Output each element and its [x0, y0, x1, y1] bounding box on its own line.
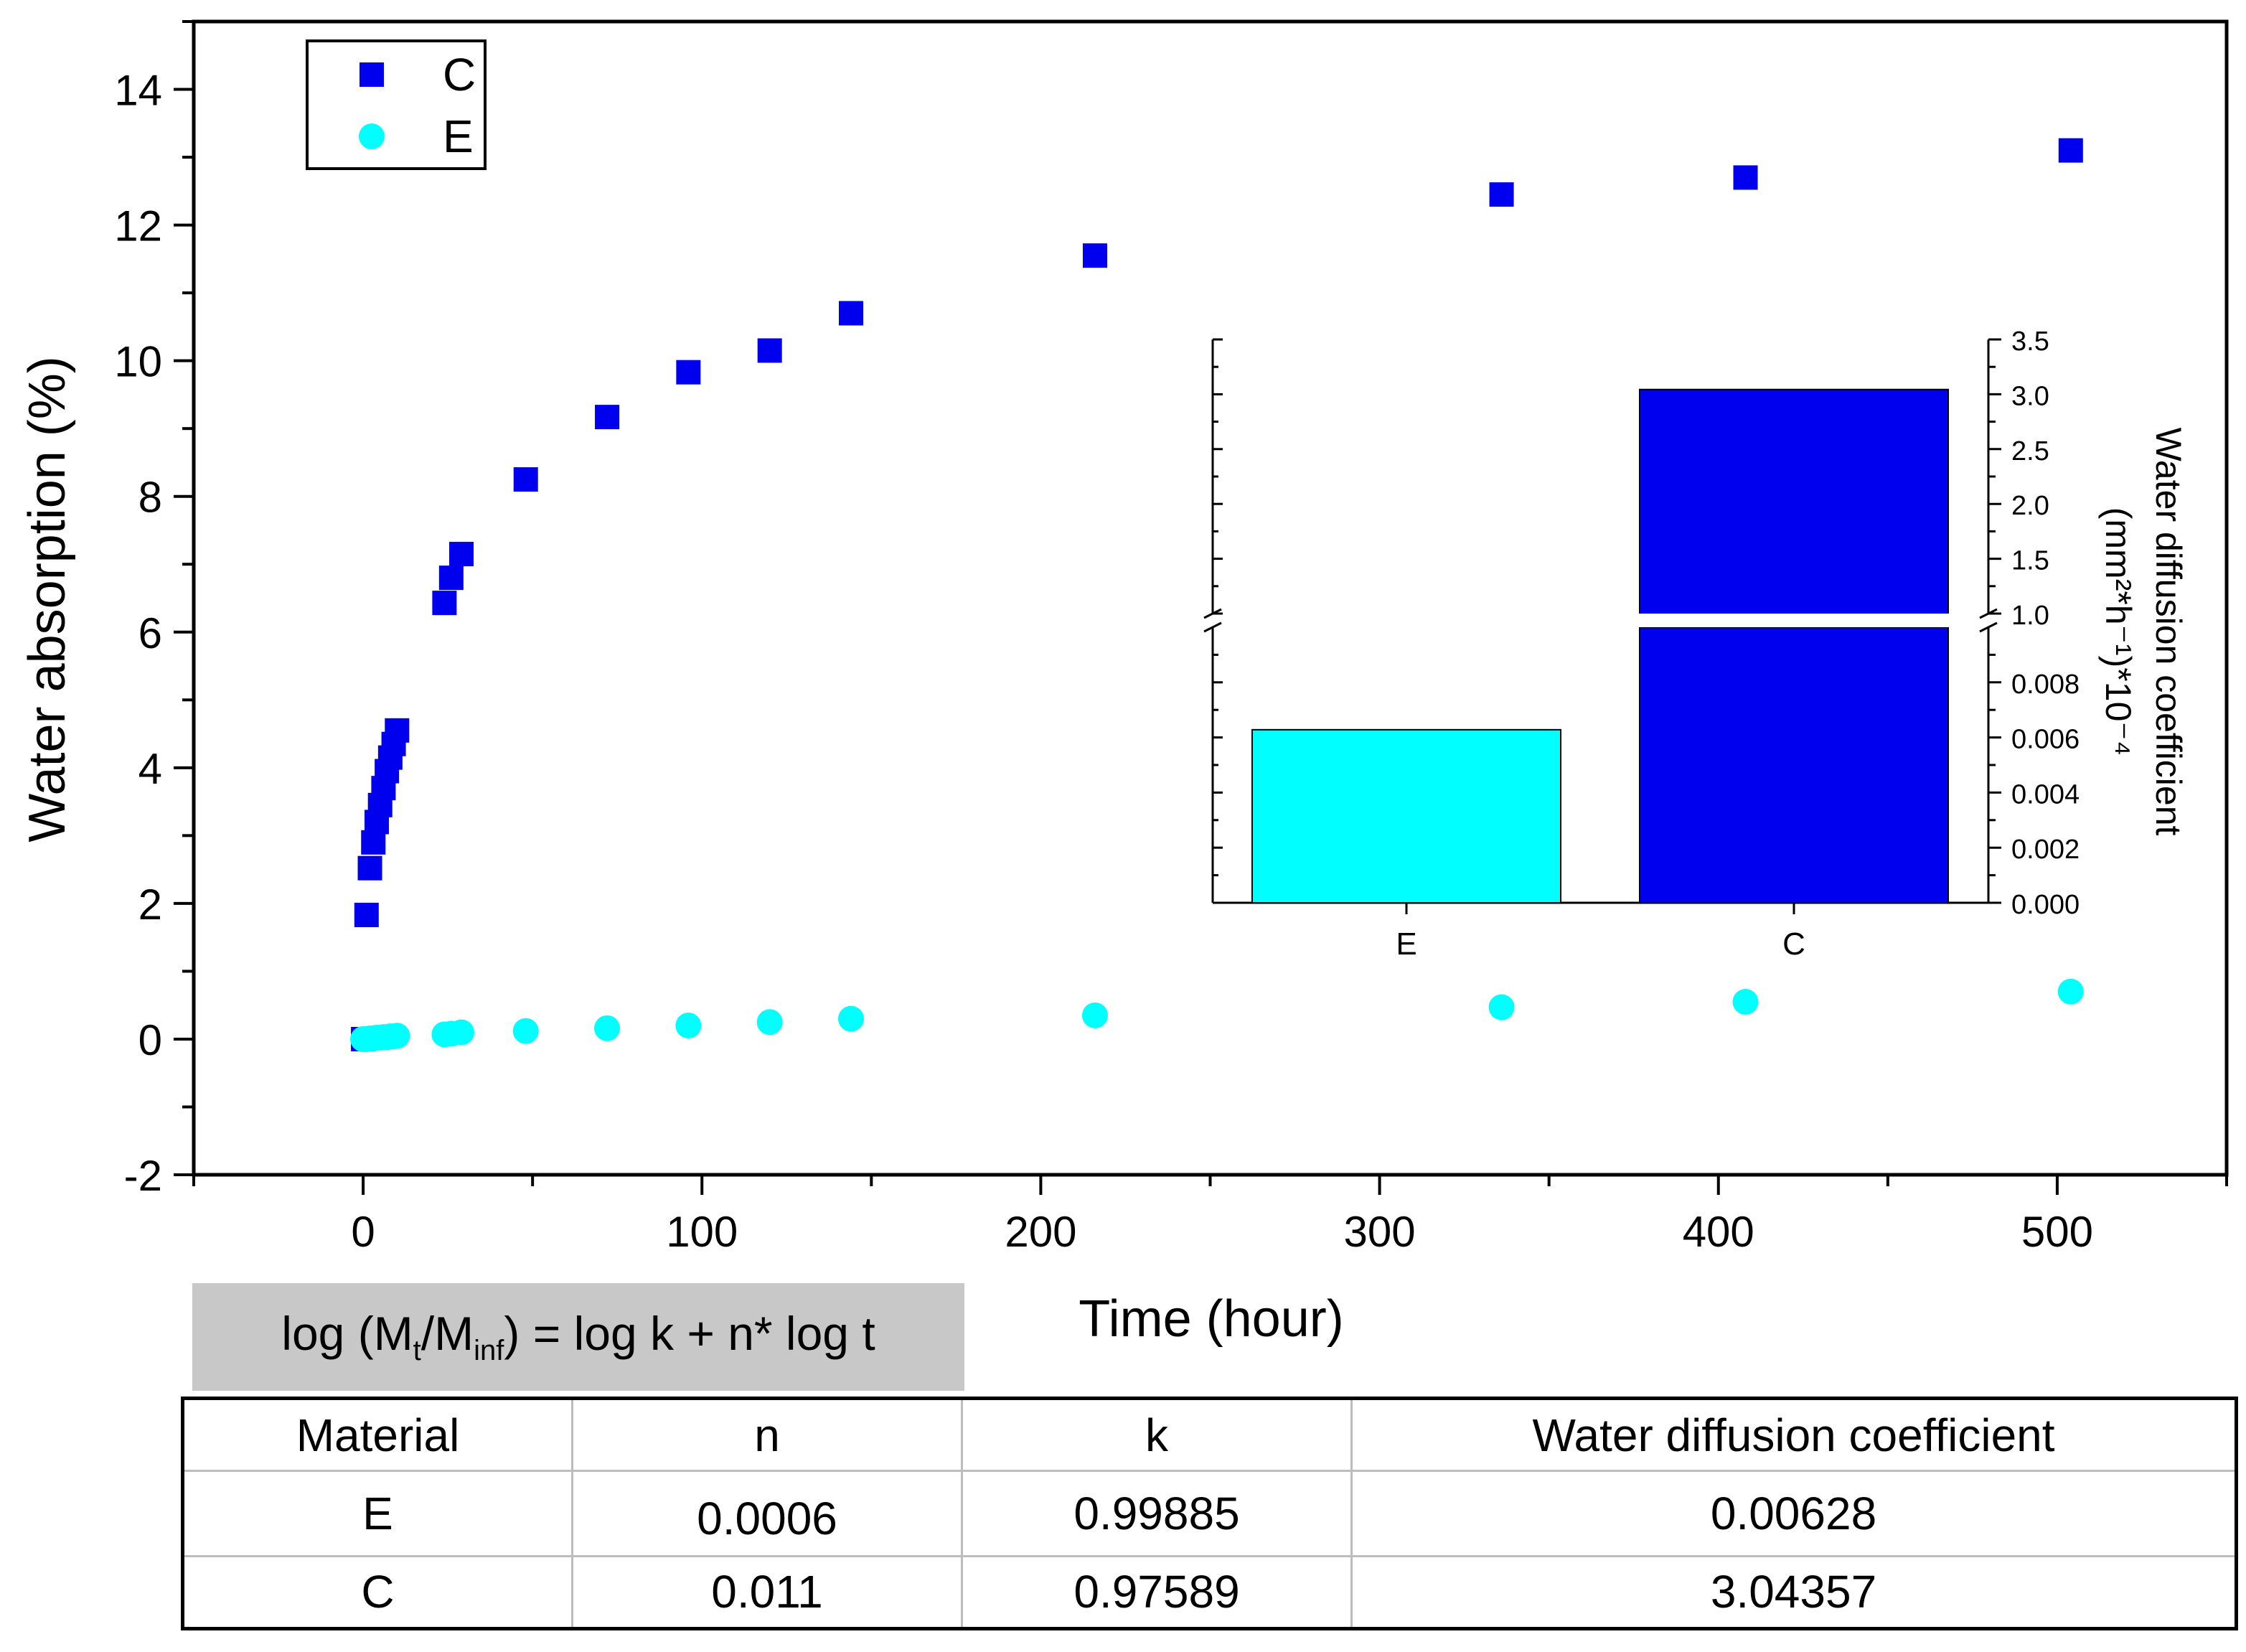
data-point-C: [361, 830, 386, 855]
x-tick-label: 100: [666, 1208, 738, 1256]
table-cell: 0.97589: [961, 1554, 1352, 1629]
y-tick-label: 12: [114, 202, 162, 250]
legend-marker: [359, 123, 385, 149]
data-point-C: [595, 405, 620, 430]
results-table: Material n k Water diffusion coefficient…: [181, 1397, 2238, 1630]
x-tick-label: 0: [351, 1208, 375, 1256]
data-point-E: [384, 1023, 410, 1049]
inset-y-tick-label: 2.5: [2011, 436, 2049, 466]
data-point-E: [448, 1019, 475, 1046]
data-point-C: [513, 467, 538, 492]
data-point-C: [2058, 138, 2083, 163]
inset-y-tick-label: 1.0: [2011, 601, 2049, 631]
table-cell: C: [182, 1554, 573, 1629]
data-point-C: [1082, 243, 1107, 268]
legend-label: E: [443, 111, 474, 162]
x-tick-label: 300: [1344, 1208, 1416, 1256]
table-cell: 3.04357: [1350, 1554, 2237, 1629]
data-point-E: [512, 1018, 539, 1044]
data-point-C: [438, 565, 464, 591]
inset-bar-E: [1251, 728, 1561, 904]
data-point-C: [1733, 165, 1758, 190]
inset-y-tick-label: 0.006: [2011, 725, 2080, 755]
data-point-C: [839, 301, 864, 326]
data-point-E: [1081, 1002, 1108, 1028]
y-axis-label: Water absorption (%): [19, 356, 76, 843]
inset-x-tick-label: C: [1782, 926, 1805, 962]
inset-bar-C-upper: [1639, 388, 1949, 619]
table-row: C 0.011 0.97589 3.04357: [182, 1554, 2237, 1629]
y-tick-label: 14: [114, 67, 162, 115]
inset-y-axis-label: Water diffusion coefficient(mm²*h⁻¹)*10⁻…: [2098, 428, 2189, 836]
y-tick-label: 6: [138, 609, 162, 657]
inset-break-mark: [1979, 621, 1998, 633]
inset-y-tick-label: 2.0: [2011, 491, 2049, 521]
inset-y-tick-label: 0.002: [2011, 835, 2080, 865]
inset-bar-C-lower: [1639, 626, 1949, 904]
inset-y-tick-label: 0.004: [2011, 779, 2080, 809]
inset-break-mark: [1203, 621, 1222, 633]
data-point-C: [357, 855, 382, 881]
table-header-cell: n: [571, 1398, 962, 1471]
table-cell: 0.00628: [1350, 1470, 2237, 1557]
data-point-E: [675, 1013, 702, 1039]
legend: CE: [306, 39, 487, 170]
inset-chart: E C 1.0 1.5 2.0 2.5 3.0 3.5 0.000 0.002 0.004 0.006…: [1203, 327, 2189, 962]
data-point-E: [838, 1005, 865, 1032]
x-tick-label: 500: [2021, 1208, 2093, 1256]
table-cell: E: [182, 1470, 573, 1557]
x-tick-label: 200: [1005, 1208, 1076, 1256]
data-point-C: [449, 542, 474, 567]
y-tick-label: -2: [124, 1152, 162, 1200]
table-cell: 0.99885: [961, 1470, 1352, 1557]
y-tick-label: 4: [138, 745, 162, 793]
formula-box: log (Mt/Minf) = log k + n* log t: [192, 1283, 964, 1391]
data-point-E: [594, 1015, 621, 1041]
inset-x-tick-label: E: [1396, 926, 1416, 962]
data-point-C: [1489, 182, 1514, 207]
data-point-C: [354, 902, 379, 927]
inset-y-tick-label: 3.5: [2011, 327, 2049, 357]
data-point-E: [1732, 988, 1759, 1015]
y-tick-label: 0: [138, 1016, 162, 1064]
inset-break-gap: [1206, 614, 1996, 627]
inset-y-tick-label: 0.008: [2011, 670, 2080, 700]
table-header-cell: Material: [296, 1409, 460, 1461]
x-tick-label: 400: [1683, 1208, 1754, 1256]
data-point-E: [756, 1009, 783, 1036]
data-point-C: [432, 591, 457, 616]
inset-y-axis-label-line2: (mm²*h⁻¹)*10⁻⁴: [2098, 507, 2138, 756]
y-tick-label: 10: [114, 338, 162, 386]
table-row: E 0.0006 0.99885 0.00628: [182, 1470, 2237, 1557]
y-tick-label: 2: [138, 881, 162, 929]
data-point-E: [2057, 978, 2084, 1005]
data-point-C: [676, 360, 701, 385]
table-header-cell: k: [961, 1398, 1352, 1471]
inset-y-axis-label-line1: Water diffusion coefficient: [2148, 428, 2189, 836]
legend-marker: [360, 62, 384, 87]
y-tick-label: 8: [138, 474, 162, 522]
data-point-C: [385, 718, 410, 743]
inset-y-tick-label: 1.5: [2011, 546, 2049, 576]
legend-label: C: [443, 49, 476, 100]
legend-box: [306, 39, 487, 170]
table-header-row: Material n k Water diffusion coefficient: [183, 1398, 2237, 1471]
x-axis-label: Time (hour): [1079, 1290, 1343, 1348]
data-point-E: [1488, 994, 1515, 1020]
formula-text: log (Mt/Minf) = log k + n* log t: [281, 1307, 875, 1367]
table-cell: 0.011: [571, 1554, 962, 1629]
inset-y-tick-label: 0.000: [2011, 890, 2080, 920]
inset-y-tick-label: 3.0: [2011, 381, 2049, 411]
table-header-cell: Water diffusion coefficient: [1350, 1398, 2237, 1471]
data-point-C: [757, 338, 782, 363]
table-cell: 0.0006: [571, 1470, 962, 1557]
